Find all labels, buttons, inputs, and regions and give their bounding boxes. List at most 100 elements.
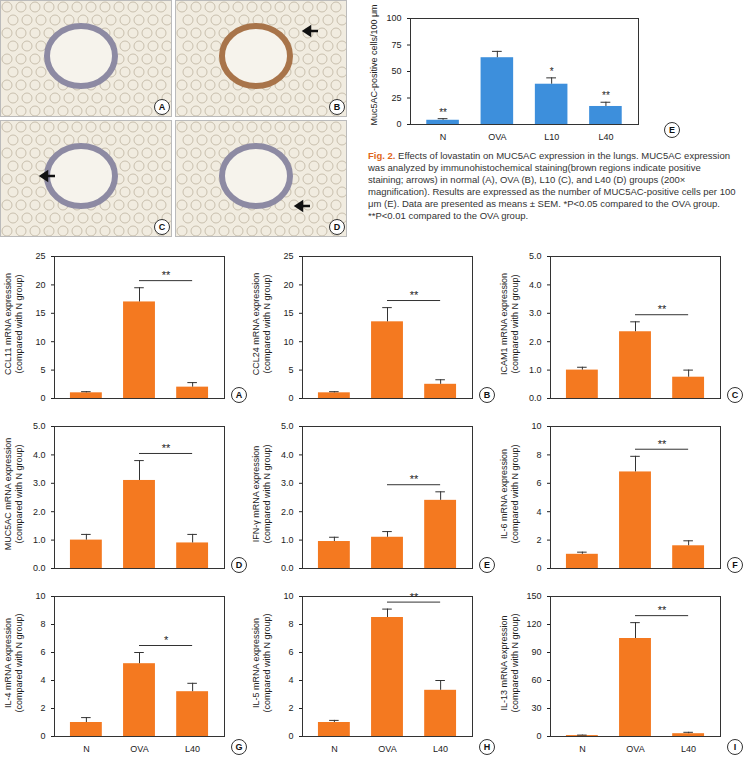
- svg-text:2: 2: [536, 535, 541, 545]
- svg-text:20: 20: [283, 280, 293, 290]
- svg-text:L10: L10: [544, 132, 559, 142]
- svg-text:2: 2: [288, 703, 293, 713]
- svg-text:120: 120: [526, 619, 541, 629]
- svg-text:8: 8: [536, 450, 541, 460]
- html-text:CCL11 mRNA expression: CCL11 mRNA expression: [3, 273, 13, 375]
- svg-text:*: *: [550, 66, 554, 77]
- html-text:IL-6 mRNA expression: IL-6 mRNA expression: [499, 449, 509, 539]
- svg-text:**: **: [658, 303, 667, 315]
- svg-text:**: **: [410, 591, 419, 603]
- svg-text:90: 90: [531, 647, 541, 657]
- html-text:IL-4 mRNA expression: IL-4 mRNA expression: [3, 618, 13, 708]
- svg-text:**: **: [162, 442, 171, 454]
- svg-text:**: **: [410, 473, 419, 485]
- svg-text:**: **: [162, 269, 171, 281]
- html-text:(compared with N group): (compared with N group): [510, 444, 520, 544]
- svg-text:OVA: OVA: [378, 744, 396, 754]
- svg-text:30: 30: [531, 703, 541, 713]
- svg-text:0: 0: [288, 393, 293, 403]
- html-text:MUC5AC mRNA expression: MUC5AC mRNA expression: [3, 437, 13, 551]
- svg-text:10: 10: [283, 591, 293, 601]
- svg-text:10: 10: [35, 337, 45, 347]
- html-text:IFN-γ mRNA expression: IFN-γ mRNA expression: [251, 445, 261, 543]
- svg-text:3.0: 3.0: [529, 308, 542, 318]
- svg-text:50: 50: [391, 66, 401, 76]
- svg-text:0: 0: [40, 731, 45, 741]
- svg-text:0: 0: [40, 393, 45, 403]
- svg-text:60: 60: [531, 675, 541, 685]
- svg-text:5: 5: [288, 365, 293, 375]
- svg-text:L40: L40: [433, 744, 448, 754]
- svg-text:15: 15: [35, 308, 45, 318]
- svg-text:N: N: [579, 744, 586, 754]
- svg-text:1.0: 1.0: [529, 365, 542, 375]
- svg-text:15: 15: [283, 308, 293, 318]
- svg-text:10: 10: [531, 421, 541, 431]
- svg-text:*: *: [164, 634, 169, 646]
- svg-text:0.0: 0.0: [281, 563, 294, 573]
- svg-text:N: N: [331, 744, 338, 754]
- svg-text:6: 6: [40, 647, 45, 657]
- svg-text:25: 25: [391, 93, 401, 103]
- html-text:Fig. 2. Effects of lovastatin: Fig. 2. Effects of lovastatin on MUC5AC …: [368, 150, 736, 221]
- svg-text:0.0: 0.0: [529, 393, 542, 403]
- svg-text:OVA: OVA: [488, 132, 506, 142]
- svg-text:4.0: 4.0: [33, 450, 46, 460]
- html-text:(compared with N group): (compared with N group): [14, 274, 24, 374]
- svg-text:75: 75: [391, 40, 401, 50]
- svg-text:5: 5: [40, 365, 45, 375]
- svg-text:L40: L40: [185, 744, 200, 754]
- svg-text:150: 150: [526, 591, 541, 601]
- svg-text:3.0: 3.0: [33, 478, 46, 488]
- svg-text:2.0: 2.0: [33, 507, 46, 517]
- svg-text:4: 4: [40, 675, 45, 685]
- svg-text:20: 20: [35, 280, 45, 290]
- svg-text:L40: L40: [681, 744, 696, 754]
- svg-text:1.0: 1.0: [33, 535, 46, 545]
- svg-text:**: **: [602, 90, 610, 101]
- svg-text:3.0: 3.0: [281, 478, 294, 488]
- html-text:ICAM1 mRNA expression: ICAM1 mRNA expression: [499, 273, 509, 375]
- svg-text:10: 10: [35, 591, 45, 601]
- svg-text:N: N: [83, 744, 90, 754]
- svg-text:**: **: [439, 107, 447, 118]
- svg-text:N: N: [440, 132, 446, 142]
- svg-text:0: 0: [288, 731, 293, 741]
- svg-text:5.0: 5.0: [529, 251, 542, 261]
- svg-text:4.0: 4.0: [281, 450, 294, 460]
- svg-text:6: 6: [288, 647, 293, 657]
- svg-text:4.0: 4.0: [529, 280, 542, 290]
- html-text:Muc5AC-positive cells/100 μm: Muc5AC-positive cells/100 μm: [368, 4, 379, 126]
- svg-text:0: 0: [536, 731, 541, 741]
- svg-text:0: 0: [396, 119, 401, 129]
- html-text:(compared with N group): (compared with N group): [14, 444, 24, 544]
- svg-text:6: 6: [536, 478, 541, 488]
- svg-text:2.0: 2.0: [281, 507, 294, 517]
- svg-text:8: 8: [40, 619, 45, 629]
- svg-text:0.0: 0.0: [33, 563, 46, 573]
- svg-text:2: 2: [40, 703, 45, 713]
- svg-text:4: 4: [288, 675, 293, 685]
- html-text:(compared with N group): (compared with N group): [262, 274, 272, 374]
- svg-text:**: **: [658, 438, 667, 450]
- svg-text:OVA: OVA: [130, 744, 148, 754]
- html-text:CCL24 mRNA expression: CCL24 mRNA expression: [251, 272, 261, 376]
- svg-text:1.0: 1.0: [281, 535, 294, 545]
- svg-text:25: 25: [283, 251, 293, 261]
- svg-text:**: **: [658, 604, 667, 616]
- svg-text:2.0: 2.0: [529, 337, 542, 347]
- svg-text:8: 8: [288, 619, 293, 629]
- svg-text:10: 10: [283, 337, 293, 347]
- svg-text:0: 0: [536, 563, 541, 573]
- html-text:(compared with N group): (compared with N group): [262, 444, 272, 544]
- svg-text:4: 4: [536, 507, 541, 517]
- svg-text:OVA: OVA: [626, 744, 644, 754]
- html-text:(compared with N group): (compared with N group): [14, 613, 24, 713]
- svg-text:5.0: 5.0: [33, 421, 46, 431]
- html-text:(compared with N group): (compared with N group): [510, 274, 520, 374]
- svg-text:**: **: [410, 289, 419, 301]
- svg-text:100: 100: [386, 13, 401, 23]
- svg-text:25: 25: [35, 251, 45, 261]
- svg-text:5.0: 5.0: [281, 421, 294, 431]
- svg-text:L40: L40: [598, 132, 613, 142]
